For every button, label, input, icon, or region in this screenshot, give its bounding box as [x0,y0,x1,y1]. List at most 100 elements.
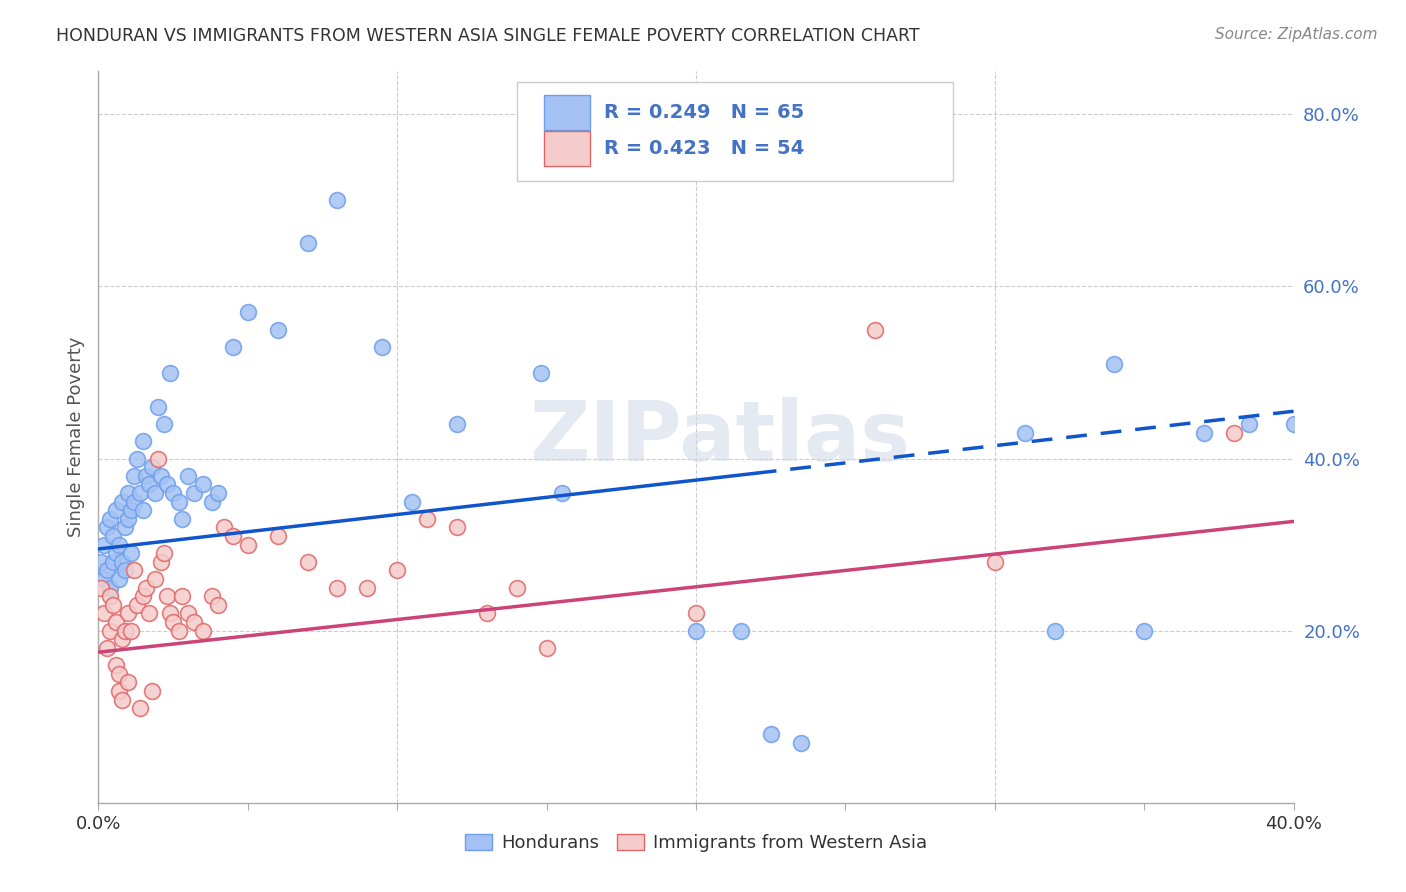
Point [108,538,131,552]
Point [117,607,139,621]
Point [222,340,245,354]
Point [103,529,125,543]
Point [167,624,190,638]
Point [153,417,176,432]
Point [135,468,157,483]
Point [446,520,468,534]
Point [1014,425,1036,440]
Point [114,564,136,578]
Point [446,417,468,432]
Point [105,503,128,517]
Point [207,598,229,612]
Point [117,675,139,690]
Point [105,615,128,629]
Point [98,512,122,526]
Point [297,236,319,251]
Point [236,538,259,552]
Point [143,486,166,500]
Point [162,486,184,500]
Point [371,340,394,354]
Point [124,564,146,578]
Point [401,494,423,508]
Point [127,598,149,612]
Point [1133,624,1156,638]
Point [685,624,707,638]
Point [120,503,142,517]
Point [159,607,181,621]
Point [1192,425,1215,440]
Point [114,624,136,638]
Point [93,572,115,586]
Point [96,640,118,655]
Point [127,451,149,466]
Point [124,468,146,483]
Point [207,486,229,500]
Point [201,494,224,508]
Point [984,555,1007,569]
Point [98,589,122,603]
Point [191,624,214,638]
Point [385,564,409,578]
Point [183,486,205,500]
Point [1282,417,1305,432]
Point [138,477,160,491]
Point [172,512,194,526]
Text: R = 0.423   N = 54: R = 0.423 N = 54 [605,139,804,159]
Point [191,477,214,491]
Point [530,366,553,380]
Point [111,692,134,706]
Text: Source: ZipAtlas.com: Source: ZipAtlas.com [1215,27,1378,42]
Point [96,520,118,534]
Point [129,486,152,500]
Point [120,546,142,560]
Point [356,581,378,595]
Point [156,477,179,491]
Point [222,529,245,543]
Point [103,555,125,569]
Point [153,546,176,560]
Point [172,589,194,603]
Point [98,581,122,595]
Point [111,632,134,647]
Point [93,538,115,552]
Point [150,555,173,569]
Point [1223,425,1246,440]
Point [150,468,173,483]
Point [132,434,155,449]
Point [167,494,190,508]
Point [141,684,163,698]
Point [1043,624,1066,638]
Point [90,555,112,569]
Point [506,581,529,595]
Point [103,598,125,612]
Point [685,607,707,621]
Text: ZIPatlas: ZIPatlas [530,397,910,477]
Point [148,400,170,414]
Point [90,581,112,595]
Point [124,494,146,508]
Point [297,555,319,569]
Point [156,589,179,603]
Point [267,322,290,336]
Point [177,607,200,621]
Point [117,486,139,500]
Point [416,512,439,526]
Point [120,624,142,638]
Point [98,624,122,638]
Point [96,564,118,578]
Point [212,520,235,534]
Point [132,589,155,603]
Text: R = 0.249   N = 65: R = 0.249 N = 65 [605,103,804,122]
Point [108,666,131,681]
Point [114,520,136,534]
Point [135,581,157,595]
Point [550,486,572,500]
Point [117,512,139,526]
Point [108,684,131,698]
Point [789,735,811,749]
FancyBboxPatch shape [517,82,953,181]
Point [138,607,160,621]
Point [267,529,290,543]
Point [105,546,128,560]
Point [159,366,181,380]
